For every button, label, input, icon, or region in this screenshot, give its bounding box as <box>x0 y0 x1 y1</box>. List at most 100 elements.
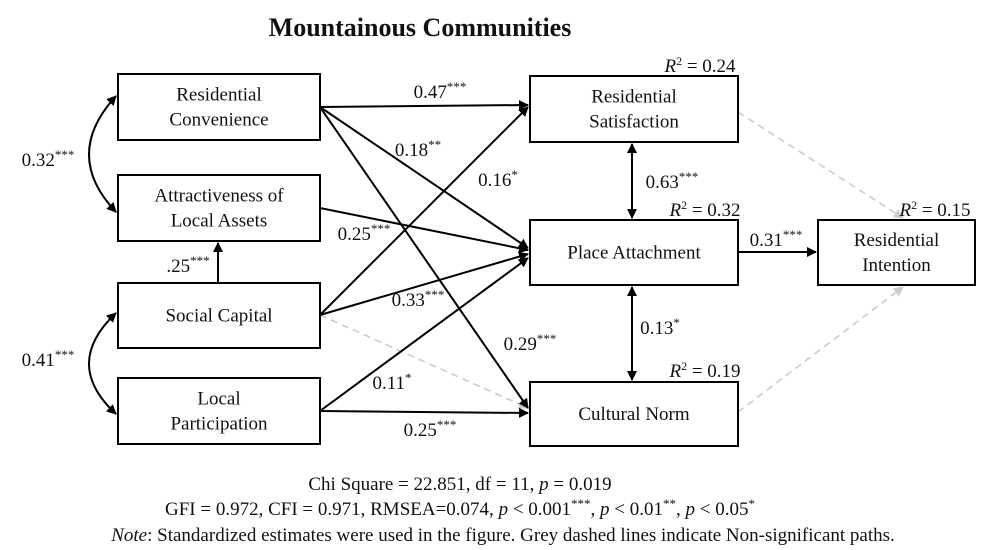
footer-segment: ** <box>663 496 676 511</box>
r-var: R <box>668 361 681 382</box>
coef-value: 0.41 <box>22 350 55 371</box>
r-power: 2 <box>676 54 682 68</box>
path-coefficient: 0.11* <box>372 370 411 395</box>
coef-value: 0.33 <box>392 290 425 311</box>
footer-line: Note: Standardized estimates were used i… <box>110 525 895 546</box>
footer-segment: p <box>537 474 549 495</box>
coef-value: 0.63 <box>646 172 679 193</box>
footer-segment: *** <box>571 496 591 511</box>
path-arrow <box>319 251 529 316</box>
r-var: R <box>663 56 676 77</box>
node-label: Residential <box>591 87 676 108</box>
r-value: = 0.19 <box>687 361 740 382</box>
r-value: = 0.24 <box>682 56 736 77</box>
path-coefficient: 0.13* <box>640 315 680 340</box>
coef-value: .25 <box>166 256 190 277</box>
footer-line: Chi Square = 22.851, df = 11, p = 0.019 <box>308 474 611 495</box>
dashed-path <box>737 111 904 219</box>
path-arrow <box>319 106 529 316</box>
node-label: Residential <box>854 230 939 251</box>
coef-value: 0.32 <box>22 150 55 171</box>
path-coefficient: 0.18** <box>395 137 441 162</box>
footer-segment: < 0.05 <box>695 499 748 520</box>
path-coefficient: 0.29*** <box>504 331 557 356</box>
footer-segment: < 0.01 <box>610 499 663 520</box>
coef-sig: * <box>673 315 680 330</box>
node-box <box>529 219 739 286</box>
node-label: Local Assets <box>171 211 268 232</box>
r-power: 2 <box>681 198 687 212</box>
coef-sig: *** <box>190 253 210 268</box>
r-squared: R2 = 0.32 <box>668 198 740 221</box>
r-var: R <box>898 200 911 221</box>
r-var: R <box>668 200 681 221</box>
path-arrow <box>319 407 529 418</box>
node-label: Cultural Norm <box>578 404 690 425</box>
dashed-path <box>737 286 904 413</box>
node-label: Residential <box>176 85 261 106</box>
coef-sig: *** <box>679 169 699 184</box>
path-coefficient: 0.31*** <box>750 227 803 252</box>
r-value: = 0.32 <box>687 200 740 221</box>
path-arrow <box>319 106 529 409</box>
node-box <box>117 174 321 242</box>
coef-value: 0.25 <box>338 224 371 245</box>
coef-sig: * <box>405 370 412 385</box>
coef-sig: *** <box>447 79 467 94</box>
footer-segment: p <box>598 499 610 520</box>
footer-line: GFI = 0.972, CFI = 0.971, RMSEA=0.074, p… <box>165 496 755 521</box>
node-label: Intention <box>862 255 931 276</box>
coef-value: 0.13 <box>640 318 673 339</box>
footer-segment: = 0.019 <box>549 474 612 495</box>
node-label: Satisfaction <box>589 112 679 133</box>
path-arrow <box>319 106 529 249</box>
path-coefficient: 0.63*** <box>646 169 699 194</box>
coef-value: 0.11 <box>372 373 405 394</box>
node-label: Attractiveness of <box>154 186 284 207</box>
node-box <box>817 219 976 286</box>
footer-segment: , <box>591 499 601 520</box>
path-coefficient: 0.41*** <box>22 347 75 372</box>
r-squared: R2 = 0.19 <box>668 359 740 382</box>
footer-segment: , <box>676 499 686 520</box>
node-box <box>117 73 321 141</box>
coef-value: 0.31 <box>750 230 783 251</box>
path-arrow <box>319 207 529 254</box>
coef-sig: *** <box>55 347 75 362</box>
coef-value: 0.47 <box>414 82 447 103</box>
coef-sig: *** <box>437 417 457 432</box>
coef-value: 0.16 <box>478 170 511 191</box>
r-power: 2 <box>681 359 687 373</box>
footer-segment: p <box>497 499 509 520</box>
node-box <box>529 75 739 143</box>
path-coefficient: 0.32*** <box>22 147 75 172</box>
node-label: Local <box>197 389 240 410</box>
footer-segment: Note <box>110 525 147 546</box>
coef-sig: *** <box>55 147 75 162</box>
coef-sig: *** <box>783 227 803 242</box>
node-label: Convenience <box>169 110 268 131</box>
coef-sig: *** <box>537 331 557 346</box>
correlation-arrow <box>88 312 117 415</box>
dashed-paths <box>319 111 904 413</box>
coef-value: 0.18 <box>395 140 428 161</box>
node-box <box>117 377 321 445</box>
path-arrow <box>319 257 529 412</box>
node-label: Participation <box>170 414 268 435</box>
r-squared: R2 = 0.15 <box>898 198 970 221</box>
r-value: = 0.15 <box>917 200 970 221</box>
node-label: Social Capital <box>165 306 272 327</box>
title: Mountainous Communities <box>269 13 572 42</box>
path-coefficient: 0.33*** <box>392 287 445 312</box>
coef-sig: ** <box>428 137 441 152</box>
footer-segment: < 0.001 <box>508 499 571 520</box>
coef-value: 0.29 <box>504 334 537 355</box>
path-coefficient: 0.16* <box>478 167 518 192</box>
footer-segment: Chi Square = 22.851, df = 11, <box>308 474 539 495</box>
node-label: Place Attachment <box>567 243 701 264</box>
coef-sig: * <box>511 167 518 182</box>
coef-value: 0.25 <box>404 420 437 441</box>
dashed-path <box>319 314 529 409</box>
path-coefficient: 0.47*** <box>414 79 467 104</box>
